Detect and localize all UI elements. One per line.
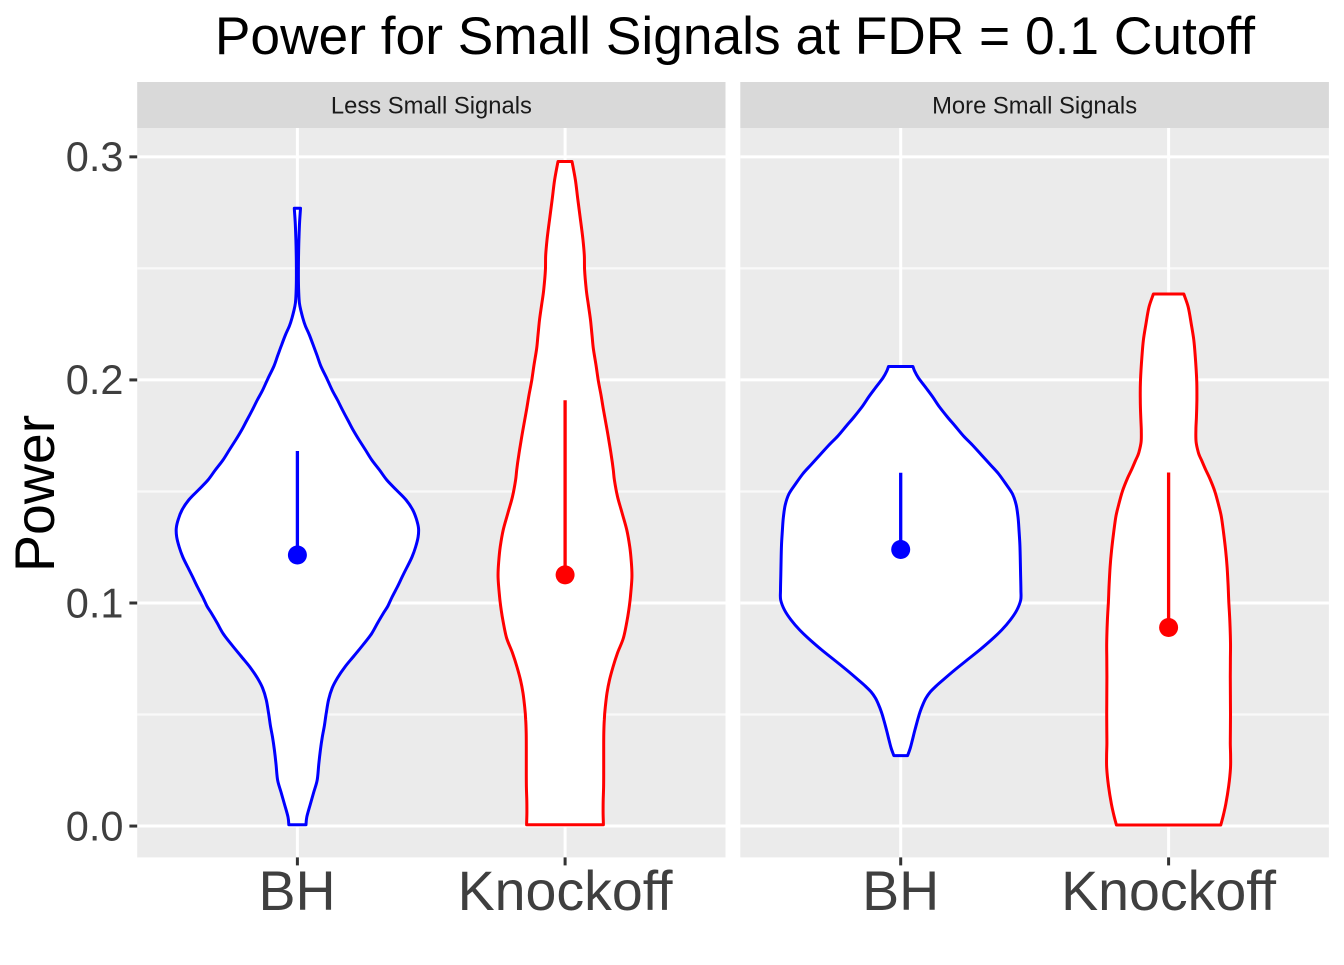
svg-text:0.3: 0.3 — [66, 133, 124, 180]
svg-text:0.1: 0.1 — [66, 579, 124, 626]
svg-text:BH: BH — [862, 860, 939, 922]
svg-text:Power: Power — [4, 415, 66, 572]
svg-text:0.0: 0.0 — [66, 802, 124, 849]
svg-text:More Small Signals: More Small Signals — [932, 93, 1137, 120]
svg-text:Less Small Signals: Less Small Signals — [331, 93, 532, 120]
svg-text:Knockoff: Knockoff — [458, 860, 674, 922]
svg-text:0.2: 0.2 — [66, 356, 124, 403]
svg-text:Knockoff: Knockoff — [1061, 860, 1277, 922]
svg-text:BH: BH — [258, 860, 335, 922]
svg-text:Power for Small Signals at FDR: Power for Small Signals at FDR = 0.1 Cut… — [215, 7, 1255, 66]
